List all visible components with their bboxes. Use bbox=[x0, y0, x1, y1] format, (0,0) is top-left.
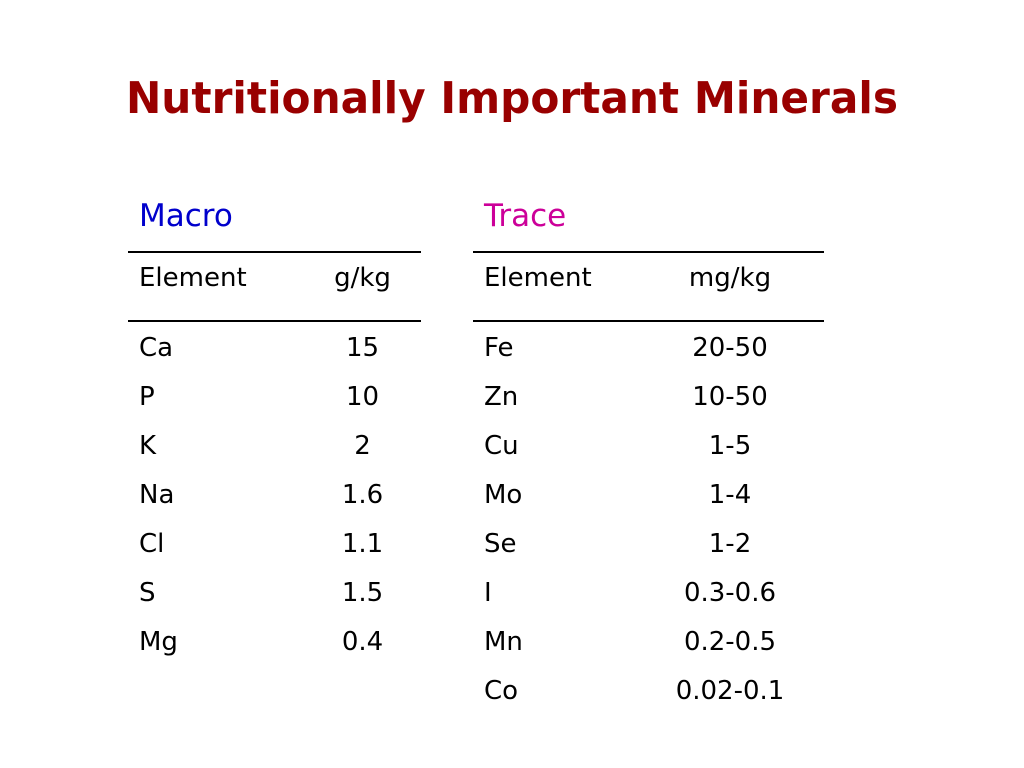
macro-row-3-element: Na bbox=[139, 480, 175, 510]
macro-top-rule bbox=[128, 251, 421, 253]
trace-row-5-element: I bbox=[484, 578, 492, 608]
trace-row-0-element: Fe bbox=[484, 333, 514, 363]
trace-amount-header: mg/kg bbox=[688, 263, 772, 293]
trace-header-rule bbox=[473, 320, 824, 322]
macro-row-3-amount: 1.6 bbox=[341, 480, 384, 510]
macro-heading: Macro bbox=[139, 198, 233, 234]
trace-row-4-element: Se bbox=[484, 529, 517, 559]
trace-row-2-amount: 1-5 bbox=[708, 431, 752, 461]
macro-row-0-element: Ca bbox=[139, 333, 174, 363]
trace-row-7-element: Co bbox=[484, 676, 519, 706]
trace-row-7-amount: 0.02-0.1 bbox=[675, 676, 785, 706]
macro-row-5-amount: 1.5 bbox=[341, 578, 384, 608]
macro-row-6-element: Mg bbox=[139, 627, 178, 657]
macro-header-rule bbox=[128, 320, 421, 322]
trace-row-6-element: Mn bbox=[484, 627, 523, 657]
macro-row-5-element: S bbox=[139, 578, 156, 608]
macro-row-4-amount: 1.1 bbox=[341, 529, 384, 559]
trace-element-header: Element bbox=[484, 263, 592, 293]
trace-row-5-amount: 0.3-0.6 bbox=[683, 578, 777, 608]
macro-row-6-amount: 0.4 bbox=[341, 627, 384, 657]
macro-row-1-amount: 10 bbox=[345, 382, 380, 412]
macro-element-header: Element bbox=[139, 263, 247, 293]
slide-title: Nutritionally Important Minerals bbox=[125, 73, 899, 124]
trace-heading: Trace bbox=[484, 198, 567, 234]
macro-row-1-element: P bbox=[139, 382, 155, 412]
macro-row-2-amount: 2 bbox=[354, 431, 371, 461]
trace-row-4-amount: 1-2 bbox=[708, 529, 752, 559]
trace-row-1-element: Zn bbox=[484, 382, 519, 412]
macro-row-0-amount: 15 bbox=[345, 333, 380, 363]
macro-amount-header: g/kg bbox=[334, 263, 391, 293]
trace-row-0-amount: 20-50 bbox=[692, 333, 768, 363]
trace-row-1-amount: 10-50 bbox=[692, 382, 768, 412]
macro-row-4-element: Cl bbox=[139, 529, 165, 559]
trace-row-2-element: Cu bbox=[484, 431, 519, 461]
trace-row-3-amount: 1-4 bbox=[708, 480, 752, 510]
trace-row-6-amount: 0.2-0.5 bbox=[683, 627, 777, 657]
trace-row-3-element: Mo bbox=[484, 480, 523, 510]
trace-top-rule bbox=[473, 251, 824, 253]
macro-row-2-element: K bbox=[139, 431, 157, 461]
